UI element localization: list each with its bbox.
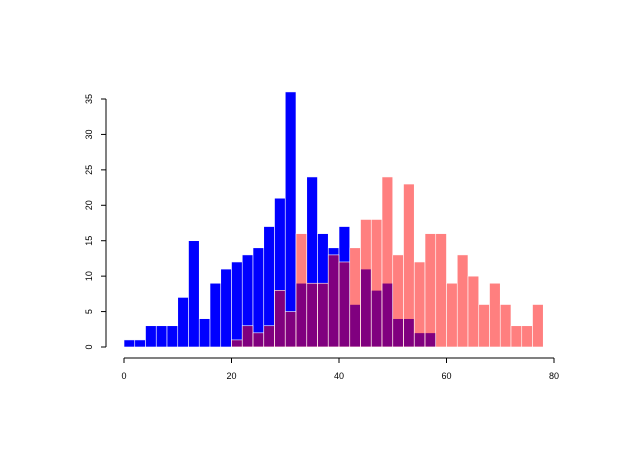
bar-red-24	[381, 176, 394, 348]
x-tick-label-2: 40	[334, 371, 344, 381]
y-tick-label-0: 0	[84, 344, 94, 349]
y-tick-label-2: 10	[84, 271, 94, 281]
bar-red-14	[274, 290, 286, 348]
bar-red-27	[413, 261, 426, 348]
bar-red-10	[231, 339, 243, 348]
y-tick-label-3: 15	[84, 236, 94, 246]
bar-blue-2	[145, 325, 157, 348]
bar-blue-7	[198, 318, 211, 348]
y-axis: 0 5 10 15 20 25 30 35	[84, 94, 107, 350]
bar-red-37	[521, 325, 533, 348]
bar-blue-5	[177, 297, 189, 348]
bar-red-23	[370, 219, 383, 348]
bar-red-21	[349, 247, 361, 348]
bar-red-12	[252, 332, 265, 348]
x-tick-label-3: 60	[441, 371, 451, 381]
bar-red-22	[360, 219, 372, 348]
bar-blue-12	[252, 247, 265, 348]
series-red-bars	[231, 176, 544, 348]
bar-red-36	[510, 325, 523, 348]
bar-blue-0	[123, 339, 136, 348]
bar-blue-3	[155, 325, 168, 348]
bar-red-15	[284, 311, 297, 348]
bar-blue-15	[284, 91, 297, 348]
x-tick-label-4: 80	[549, 371, 559, 381]
bar-red-16	[295, 233, 308, 348]
y-tick-label-1: 5	[84, 309, 94, 314]
bar-blue-4	[166, 325, 179, 348]
bar-red-29	[435, 233, 447, 348]
bar-red-20	[338, 261, 351, 348]
bar-blue-6	[188, 240, 200, 348]
x-axis: 0 20 40 60 80	[121, 357, 559, 381]
bar-red-34	[489, 282, 501, 348]
bar-blue-8	[209, 282, 222, 348]
y-tick-label-5: 25	[84, 165, 94, 175]
bar-red-38	[532, 304, 544, 348]
y-tick-label-7: 35	[84, 94, 94, 104]
y-tick-label-4: 20	[84, 200, 94, 210]
bar-red-30	[446, 282, 458, 348]
bar-red-32	[467, 275, 480, 348]
bar-red-11	[241, 325, 254, 348]
bar-red-31	[456, 254, 469, 348]
y-tick-label-6: 30	[84, 129, 94, 139]
x-tick-label-0: 0	[121, 371, 126, 381]
bar-red-33	[478, 304, 490, 348]
bar-red-28	[424, 233, 437, 348]
bar-blue-10	[231, 261, 243, 348]
bar-red-35	[499, 304, 512, 348]
bar-blue-9	[220, 268, 232, 348]
bar-blue-1	[134, 339, 146, 348]
bar-red-26	[403, 183, 415, 348]
bar-red-13	[263, 325, 275, 348]
bar-red-25	[392, 254, 404, 348]
bar-red-19	[327, 254, 340, 348]
bar-red-17	[306, 282, 318, 348]
bar-red-18	[317, 282, 329, 348]
x-tick-label-1: 20	[226, 371, 236, 381]
